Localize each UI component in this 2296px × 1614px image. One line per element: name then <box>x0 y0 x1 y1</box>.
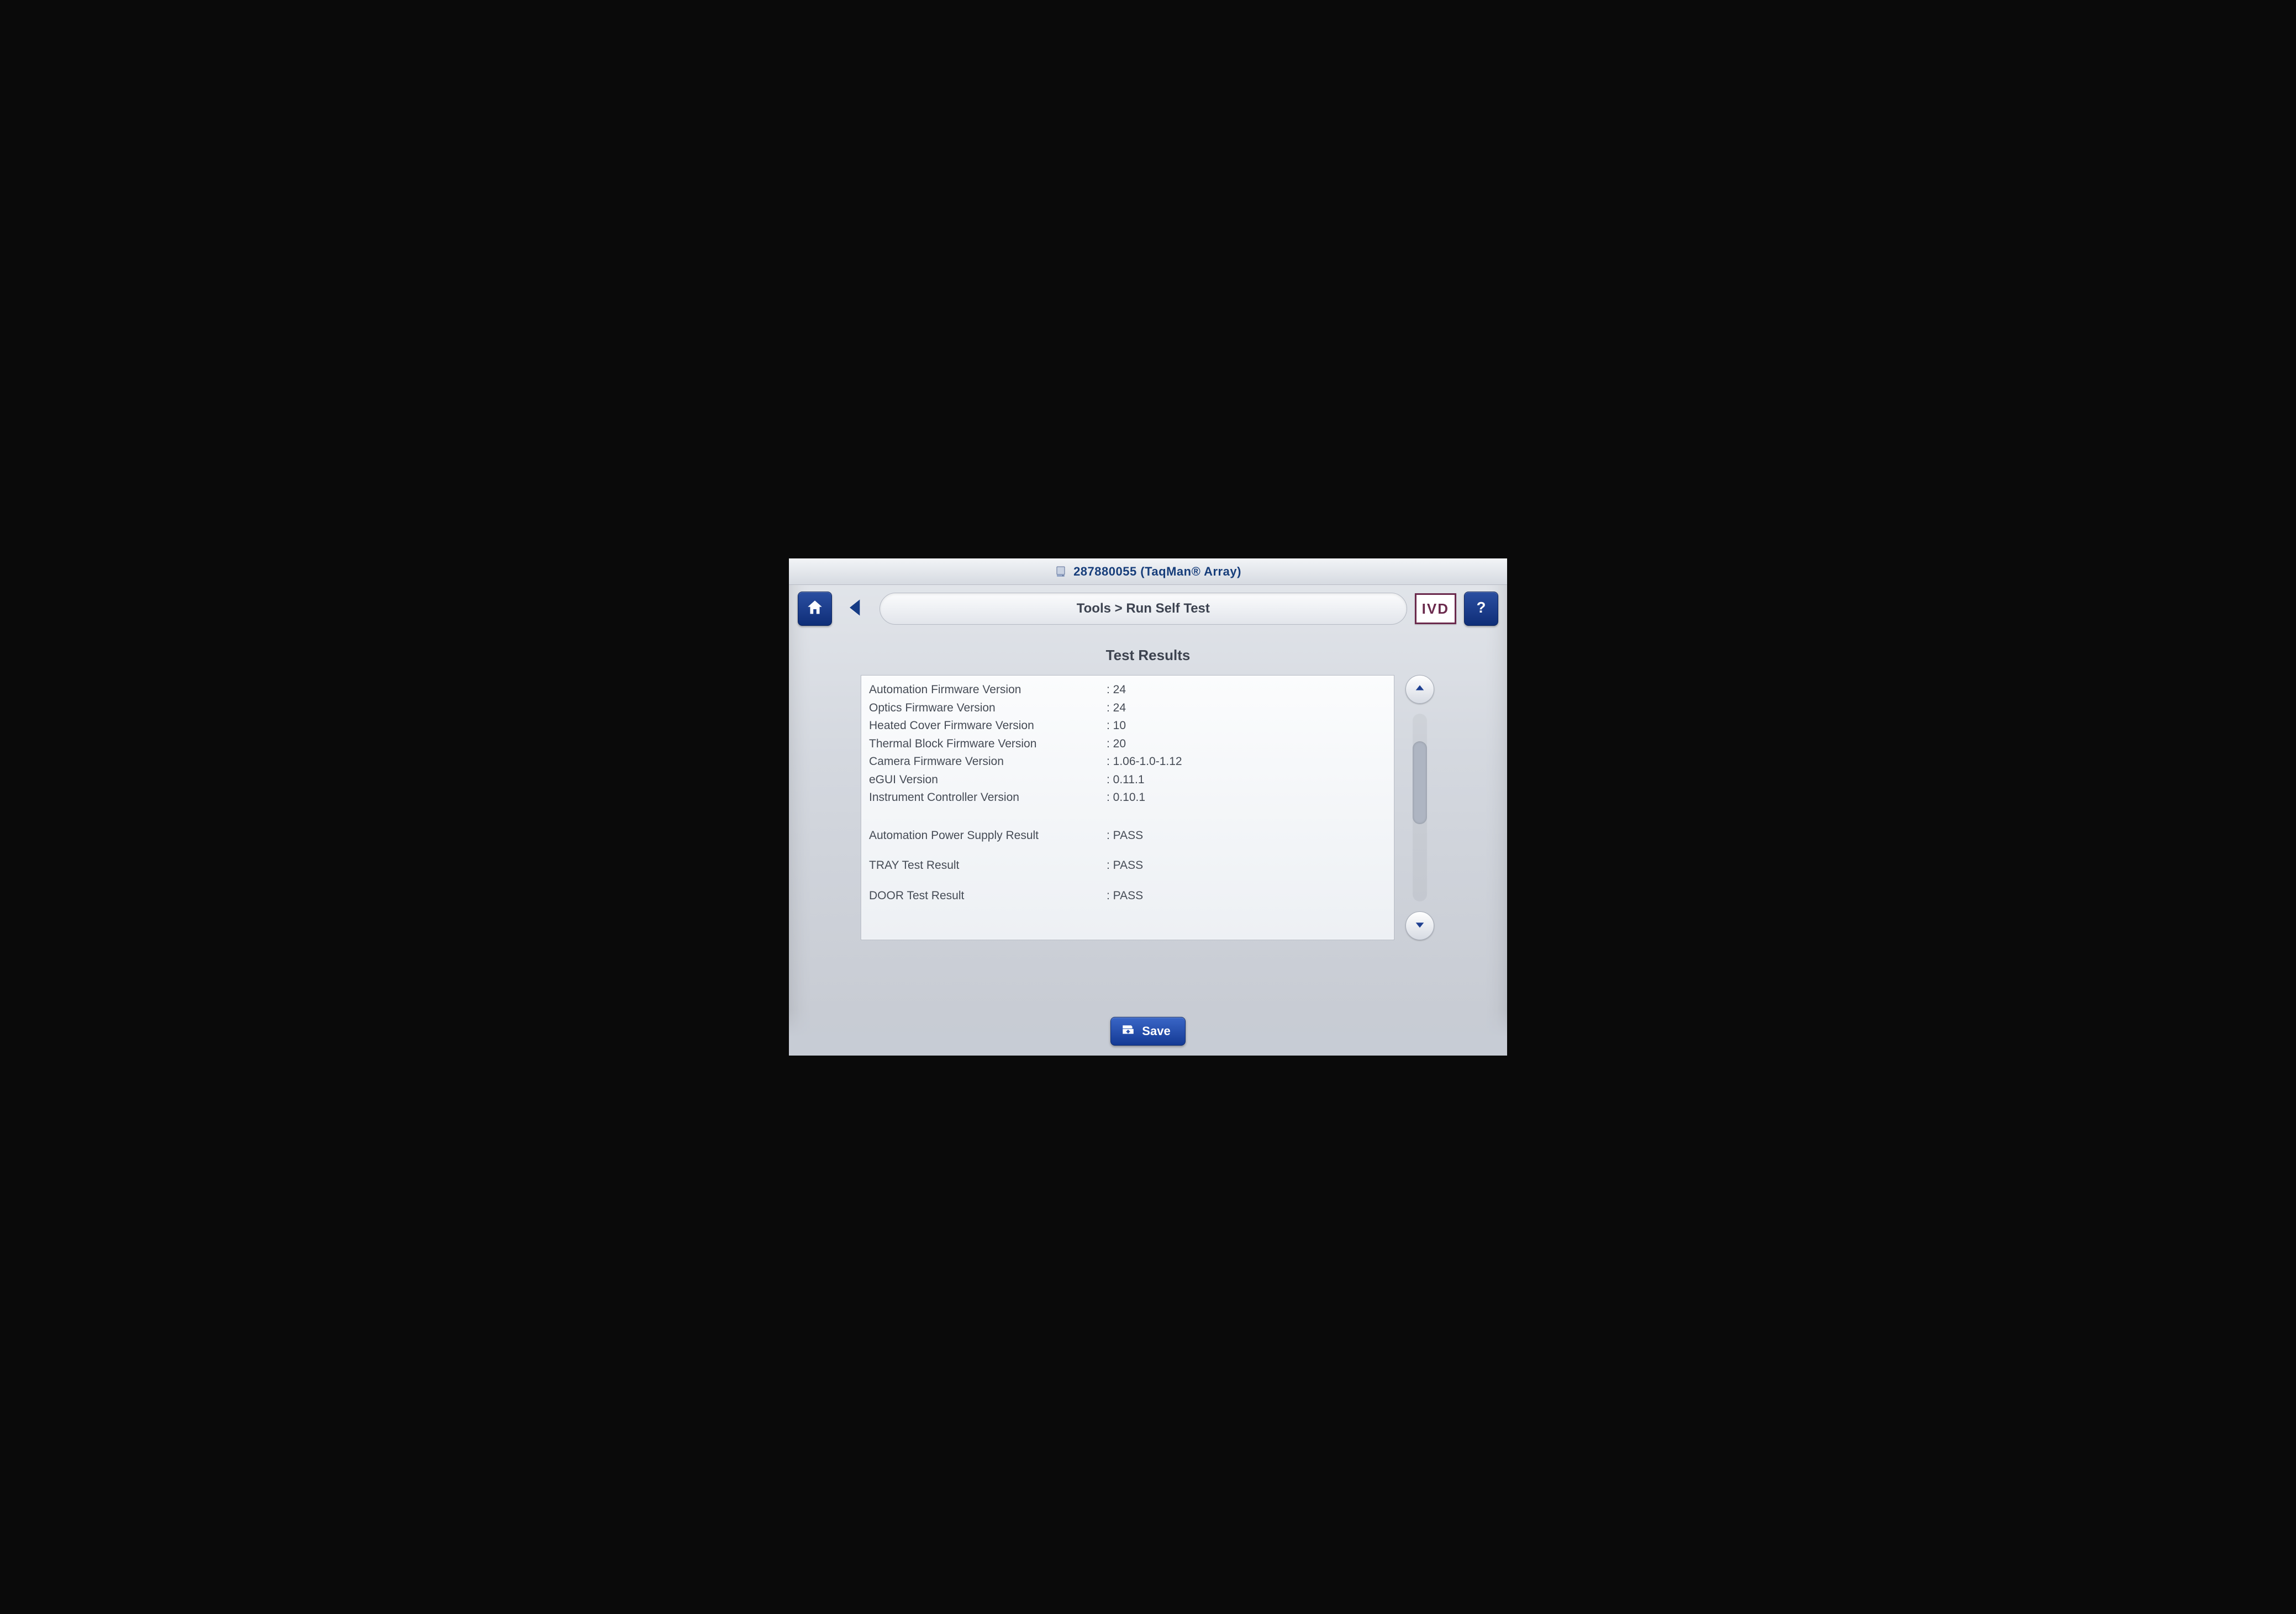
chevron-up-icon <box>1414 682 1426 697</box>
result-row: Instrument Controller Version0.10.1 <box>869 789 1386 807</box>
result-row: Automation Firmware Version24 <box>869 681 1386 699</box>
footer: Save <box>789 1009 1507 1056</box>
titlebar: 287880055 (TaqMan® Array) <box>789 558 1507 585</box>
breadcrumb: Tools > Run Self Test <box>880 593 1407 625</box>
result-value: 0.11.1 <box>1107 771 1145 789</box>
test-row: Automation Power Supply ResultPASS <box>869 827 1386 845</box>
breadcrumb-text: Tools > Run Self Test <box>1077 601 1210 616</box>
result-row: Camera Firmware Version1.06-1.0-1.12 <box>869 753 1386 771</box>
test-value: PASS <box>1107 827 1143 845</box>
result-value: 24 <box>1107 699 1126 718</box>
results-panel-wrap: Automation Firmware Version24 Optics Fir… <box>861 675 1435 940</box>
back-button[interactable] <box>840 593 872 625</box>
result-value: 24 <box>1107 681 1126 699</box>
result-value: 10 <box>1107 717 1126 735</box>
test-value: PASS <box>1107 887 1143 905</box>
result-value: 0.10.1 <box>1107 789 1145 807</box>
test-label: DOOR Test Result <box>869 887 1107 905</box>
result-label: Automation Firmware Version <box>869 681 1107 699</box>
home-button[interactable] <box>798 592 832 626</box>
result-label: Optics Firmware Version <box>869 699 1107 718</box>
test-label: Automation Power Supply Result <box>869 827 1107 845</box>
chevron-down-icon <box>1414 919 1426 933</box>
section-title: Test Results <box>861 647 1435 664</box>
help-icon: ? <box>1473 599 1489 619</box>
test-row: TRAY Test ResultPASS <box>869 857 1386 875</box>
scroll-thumb[interactable] <box>1413 741 1427 824</box>
svg-text:?: ? <box>1477 599 1486 616</box>
save-icon <box>1121 1022 1135 1040</box>
test-label: TRAY Test Result <box>869 857 1107 875</box>
result-value: 20 <box>1107 735 1126 753</box>
result-label: Thermal Block Firmware Version <box>869 735 1107 753</box>
back-arrow-icon <box>844 595 868 623</box>
result-label: Camera Firmware Version <box>869 753 1107 771</box>
result-label: eGUI Version <box>869 771 1107 789</box>
home-icon <box>805 598 824 620</box>
test-row: DOOR Test ResultPASS <box>869 887 1386 905</box>
scrollbar[interactable] <box>1404 675 1435 940</box>
save-button[interactable]: Save <box>1110 1017 1185 1046</box>
titlebar-text: 287880055 (TaqMan® Array) <box>1073 565 1241 579</box>
ivd-badge: IVD <box>1415 593 1456 624</box>
test-value: PASS <box>1107 857 1143 875</box>
device-screen: 287880055 (TaqMan® Array) Tools > Run Se… <box>789 558 1507 1056</box>
toolbar: Tools > Run Self Test IVD ? <box>789 585 1507 637</box>
result-row: eGUI Version0.11.1 <box>869 771 1386 789</box>
result-label: Instrument Controller Version <box>869 789 1107 807</box>
content-area: Test Results Automation Firmware Version… <box>789 647 1507 940</box>
result-row: Thermal Block Firmware Version20 <box>869 735 1386 753</box>
instrument-icon <box>1055 565 1068 578</box>
help-button[interactable]: ? <box>1464 592 1498 626</box>
result-label: Heated Cover Firmware Version <box>869 717 1107 735</box>
save-label: Save <box>1142 1024 1170 1038</box>
results-panel: Automation Firmware Version24 Optics Fir… <box>861 675 1394 940</box>
ivd-label: IVD <box>1422 600 1449 618</box>
result-row: Heated Cover Firmware Version10 <box>869 717 1386 735</box>
scroll-up-button[interactable] <box>1405 675 1434 704</box>
scroll-down-button[interactable] <box>1405 911 1434 940</box>
result-value: 1.06-1.0-1.12 <box>1107 753 1182 771</box>
result-row: Optics Firmware Version24 <box>869 699 1386 718</box>
